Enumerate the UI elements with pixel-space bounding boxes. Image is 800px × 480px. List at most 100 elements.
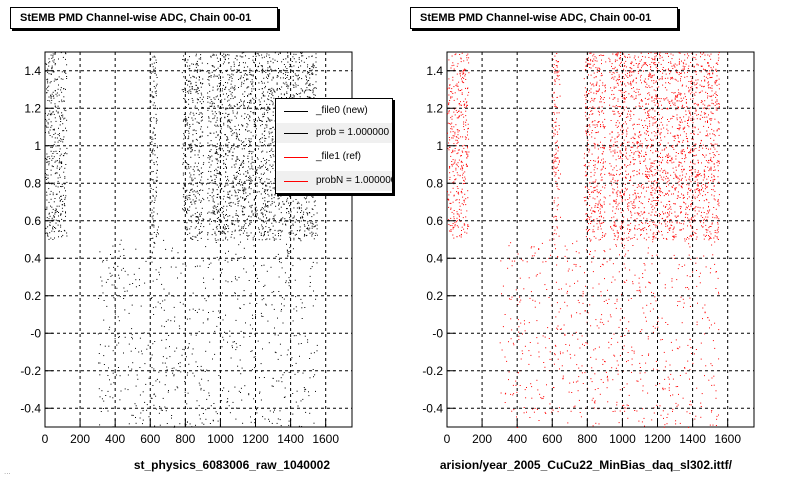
data-point	[455, 199, 457, 201]
data-point	[460, 236, 462, 238]
data-point	[594, 211, 596, 212]
data-point	[465, 164, 467, 166]
data-point	[618, 115, 620, 117]
data-point	[60, 89, 62, 91]
data-point	[47, 86, 49, 88]
data-point	[646, 218, 648, 220]
data-point	[201, 131, 203, 133]
data-point	[463, 223, 465, 225]
data-point	[182, 120, 184, 122]
data-point	[615, 86, 617, 88]
data-point	[154, 154, 156, 156]
data-point	[153, 202, 155, 203]
data-point	[153, 62, 155, 64]
data-point	[60, 186, 62, 188]
data-point	[202, 163, 204, 165]
data-point	[598, 239, 600, 241]
data-point	[592, 231, 594, 233]
data-point	[46, 208, 48, 210]
data-point	[556, 71, 558, 73]
data-point	[50, 73, 52, 75]
data-point	[557, 76, 559, 78]
data-point	[461, 93, 463, 95]
data-point	[193, 201, 195, 203]
data-point	[189, 146, 191, 148]
data-point	[708, 227, 710, 229]
data-point	[556, 166, 558, 168]
data-point	[585, 69, 587, 70]
data-point	[451, 161, 453, 162]
data-point	[554, 83, 556, 85]
data-point	[156, 229, 158, 231]
data-point	[153, 102, 155, 104]
data-point	[454, 159, 456, 161]
data-point	[620, 62, 621, 64]
data-point	[585, 174, 587, 176]
data-point	[559, 95, 561, 97]
data-point	[451, 211, 453, 213]
data-point	[452, 171, 454, 173]
data-point	[45, 176, 47, 178]
data-point	[61, 161, 63, 163]
data-point	[600, 203, 601, 205]
data-point	[54, 141, 56, 143]
data-point	[456, 164, 458, 166]
data-point	[601, 205, 603, 207]
data-point	[52, 158, 54, 159]
data-point	[57, 105, 59, 107]
data-point	[190, 226, 192, 228]
data-point	[591, 191, 593, 193]
data-point	[52, 111, 54, 113]
data-point	[621, 95, 622, 97]
data-point	[609, 174, 611, 176]
data-point	[195, 89, 197, 90]
data-point	[597, 162, 599, 164]
data-point	[588, 189, 590, 190]
data-point	[617, 79, 619, 81]
data-point	[464, 98, 466, 100]
data-point	[448, 224, 450, 225]
data-point	[449, 123, 451, 125]
data-point	[59, 117, 61, 119]
data-point	[468, 62, 470, 64]
data-point	[600, 174, 601, 176]
data-point	[60, 138, 62, 140]
data-point	[661, 178, 663, 180]
data-point	[705, 186, 707, 188]
data-point	[201, 116, 203, 118]
data-point	[618, 113, 620, 115]
data-point	[183, 200, 185, 202]
data-point	[595, 76, 597, 78]
data-point	[189, 176, 191, 178]
data-point	[556, 61, 558, 63]
data-point	[458, 81, 460, 83]
data-point	[195, 130, 197, 132]
data-point	[150, 94, 152, 96]
data-point	[447, 88, 448, 90]
data-point	[66, 235, 68, 237]
data-point	[554, 121, 556, 123]
data-point	[66, 181, 68, 183]
data-point	[584, 164, 586, 166]
data-point	[453, 210, 455, 211]
data-point	[155, 192, 157, 193]
data-point	[616, 136, 618, 138]
data-point	[616, 232, 618, 234]
data-point	[586, 134, 588, 136]
data-point	[48, 164, 50, 166]
data-point	[629, 197, 631, 199]
data-point	[620, 106, 621, 108]
data-point	[64, 187, 65, 189]
data-point	[652, 118, 654, 120]
data-point	[192, 191, 194, 193]
data-point	[558, 79, 560, 81]
data-point	[451, 126, 453, 128]
data-point	[591, 207, 593, 209]
data-point	[449, 179, 451, 180]
data-point	[558, 177, 559, 179]
data-point	[463, 100, 465, 102]
data-point	[200, 126, 202, 128]
data-point	[198, 157, 200, 158]
data-point	[202, 197, 204, 199]
data-point	[184, 185, 186, 187]
